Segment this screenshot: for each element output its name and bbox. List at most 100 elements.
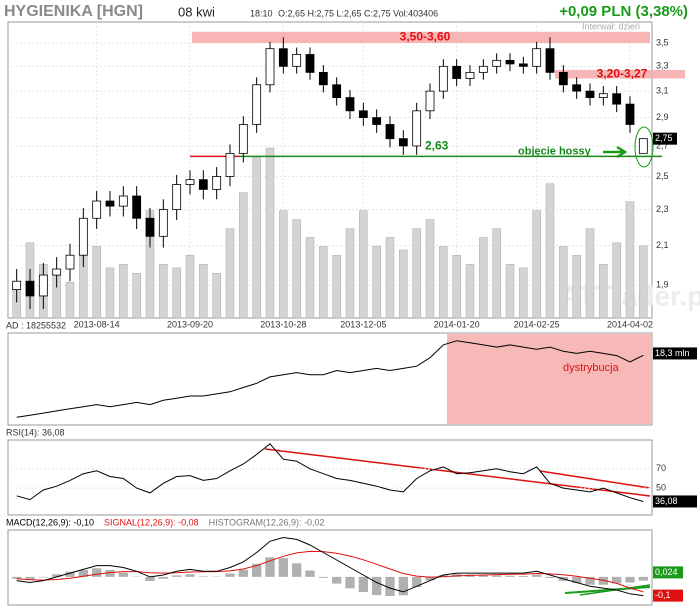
x-tick-label: 2014-04-02 xyxy=(607,319,653,329)
value-box xyxy=(653,566,683,579)
candle-body xyxy=(145,217,155,237)
value-box xyxy=(653,589,683,602)
candle-body xyxy=(492,59,502,67)
histogram-bar xyxy=(572,576,582,584)
histogram-bar xyxy=(78,569,88,577)
volume-bar xyxy=(225,228,235,319)
value-box xyxy=(653,347,697,360)
histogram-bar xyxy=(372,576,382,596)
candle-body xyxy=(305,54,315,73)
histogram-bar xyxy=(25,576,35,580)
histogram-bar xyxy=(505,575,515,577)
legend-entry: MACD(12,26,9): -0,10 xyxy=(6,517,94,527)
volume-bar xyxy=(559,246,568,319)
candle-body xyxy=(545,48,555,73)
last-price-label: 2,75 xyxy=(655,133,673,143)
histogram-bar xyxy=(345,576,355,589)
histogram-bar xyxy=(52,574,62,577)
candle-body xyxy=(398,138,408,147)
volume-bar xyxy=(625,201,635,319)
macd-line xyxy=(16,536,644,597)
volume-bar xyxy=(172,267,181,319)
rsi-trendline xyxy=(539,470,651,489)
volume-bar xyxy=(252,156,261,319)
volume-bar xyxy=(279,210,288,319)
volume-bar xyxy=(532,210,541,319)
candle-body xyxy=(452,65,462,79)
x-tick-label: 2013-08-14 xyxy=(74,319,120,329)
panel-title: RSI(14): 36,08 xyxy=(6,427,65,437)
volume-bar xyxy=(425,219,435,319)
histogram-bar xyxy=(172,575,182,577)
histogram-bar xyxy=(65,571,75,577)
histogram-bar xyxy=(225,573,235,577)
histogram-bar xyxy=(545,576,555,578)
band-label: 3,50-3,60 xyxy=(400,30,451,44)
histogram-bar xyxy=(158,576,168,579)
candle-body xyxy=(278,48,288,67)
candle-body xyxy=(318,71,328,86)
candle-body xyxy=(385,124,395,140)
histogram-bar xyxy=(118,572,128,577)
volume-bar xyxy=(292,219,301,319)
candle-body xyxy=(598,93,608,98)
histogram-bar xyxy=(185,574,195,577)
ticker: HYGIENIKA [HGN] xyxy=(4,3,143,20)
y-tick-label: 2,7 xyxy=(656,140,669,150)
volume-bar xyxy=(639,245,648,319)
candle-body xyxy=(12,280,22,290)
candle-body xyxy=(625,103,635,125)
volume-bar xyxy=(599,264,608,319)
candle-body xyxy=(158,209,168,237)
candle-body xyxy=(172,184,182,210)
candle-body xyxy=(585,90,595,98)
histogram-bar xyxy=(252,563,262,577)
histogram-bar xyxy=(492,575,502,577)
volume-bar xyxy=(239,192,248,319)
zone-label: dystrybucja xyxy=(563,362,620,374)
histogram-bar xyxy=(385,576,395,596)
volume-bar xyxy=(399,249,408,319)
candle-body xyxy=(238,124,248,154)
histogram-bar xyxy=(332,576,342,584)
histogram-bar xyxy=(438,575,448,577)
volume-bar xyxy=(492,228,501,319)
candle-body xyxy=(465,71,475,79)
candle-body xyxy=(198,179,208,190)
histogram-bar xyxy=(412,576,422,587)
volume-bar xyxy=(159,264,168,319)
x-tick-label: 2014-01-20 xyxy=(434,319,480,329)
level-label: 2,63 xyxy=(425,139,449,153)
candle-body xyxy=(25,280,35,297)
volume-bar xyxy=(505,264,515,319)
volume-bar xyxy=(185,255,195,319)
candle-body xyxy=(105,200,115,207)
histogram-bar xyxy=(625,576,635,583)
histogram-bar xyxy=(265,557,275,577)
volume-bar xyxy=(585,228,595,319)
value-box-label: 0,024 xyxy=(655,567,678,577)
volume-bar xyxy=(65,281,75,319)
volume-bar xyxy=(319,246,328,319)
candle-body xyxy=(572,84,582,92)
y-tick-label: 2,3 xyxy=(656,204,669,214)
price-panel xyxy=(7,21,653,319)
histogram-bar xyxy=(318,576,328,578)
histogram-bar xyxy=(478,575,488,577)
candle-body xyxy=(265,48,275,86)
macd-panel xyxy=(7,529,653,606)
band-label: 3,20-3,27 xyxy=(597,66,648,80)
volume-bar xyxy=(372,246,381,319)
candle-body xyxy=(505,59,515,65)
candle-body xyxy=(412,110,422,147)
histogram-bar xyxy=(105,569,115,577)
candle-body xyxy=(638,138,648,154)
time: 18:10 xyxy=(250,8,273,18)
x-tick-label: 2013-12-05 xyxy=(340,319,386,329)
y-tick-label: 2,9 xyxy=(656,112,669,122)
candle-body xyxy=(252,84,262,125)
histogram-bar xyxy=(358,576,368,593)
volume-bar xyxy=(412,228,421,319)
volume-bar xyxy=(452,255,461,319)
